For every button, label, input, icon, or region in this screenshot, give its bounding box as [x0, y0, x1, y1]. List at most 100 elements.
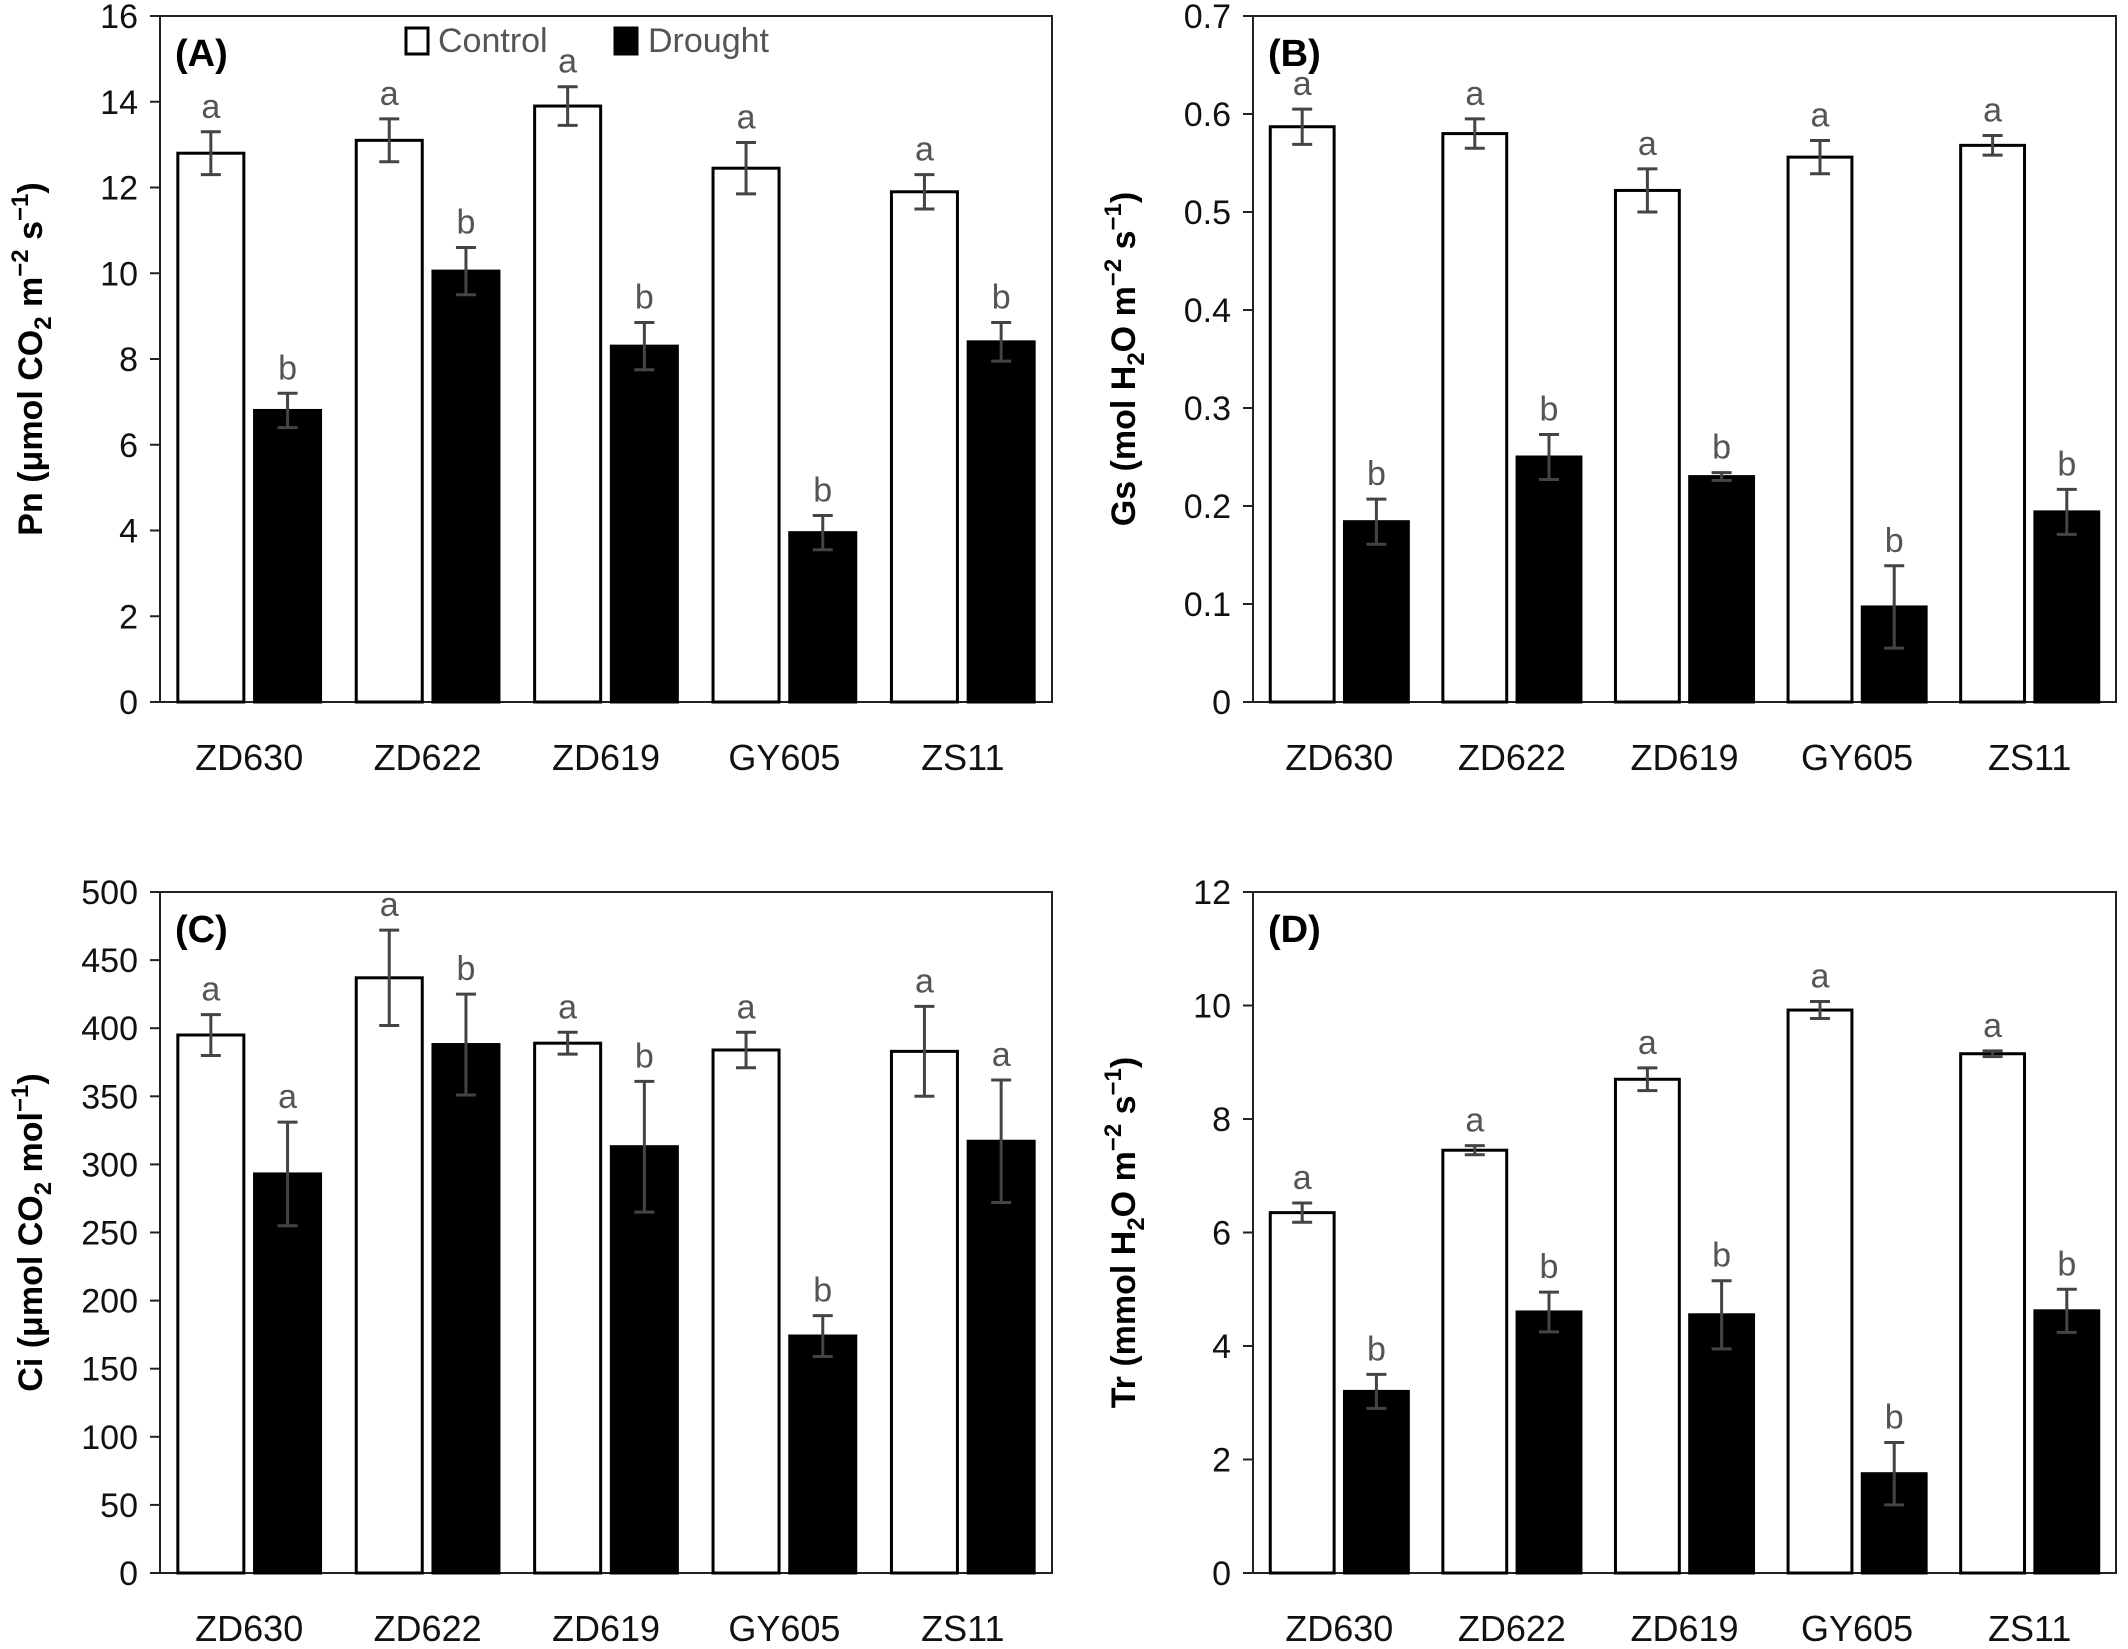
panel-letter: (C) — [175, 909, 228, 951]
y-tick-label: 50 — [100, 1487, 138, 1525]
bar-drought — [431, 269, 501, 704]
bar-control — [711, 1048, 781, 1575]
y-tick-label: 0 — [119, 1555, 138, 1593]
bar-control — [176, 1033, 246, 1575]
x-category-label: ZD622 — [374, 737, 482, 778]
bar-drought — [253, 408, 323, 704]
bar-control — [1441, 1148, 1509, 1575]
y-axis-label-part: 2 — [30, 316, 57, 329]
x-category-label: ZD622 — [1458, 737, 1566, 778]
legend-swatch-control — [404, 26, 430, 56]
bar-drought — [253, 1172, 323, 1575]
significance-letter: a — [737, 98, 756, 136]
significance-letter: b — [992, 279, 1011, 317]
bar-drought — [788, 531, 858, 704]
significance-letter: b — [813, 1272, 832, 1310]
legend-swatch-drought — [613, 26, 639, 56]
panel-letter: (A) — [175, 33, 228, 75]
x-category-label: ZD619 — [1630, 1608, 1738, 1649]
y-axis-label-part: −2 — [1100, 259, 1127, 286]
y-axis-label-part: O m — [1105, 286, 1143, 352]
bar-drought — [2033, 510, 2101, 704]
y-tick-label: 0.1 — [1184, 586, 1231, 624]
significance-letter: b — [1885, 522, 1904, 560]
significance-letter: a — [915, 962, 934, 1000]
y-tick-label: 0 — [1212, 684, 1231, 722]
bar-drought — [2033, 1309, 2101, 1575]
x-category-label: GY605 — [728, 1608, 840, 1649]
y-tick-label: 400 — [81, 1010, 138, 1048]
y-tick-label: 0 — [119, 684, 138, 722]
y-tick-label: 2 — [1212, 1442, 1231, 1480]
significance-letter: a — [278, 1078, 297, 1116]
bar-control — [1441, 132, 1509, 704]
y-tick-label: 6 — [1212, 1215, 1231, 1253]
y-axis-label: Tr (mmol H2O m−2 s−1) — [1100, 1057, 1150, 1409]
y-axis-label-part: Ci (μmol CO — [12, 1195, 50, 1391]
y-tick-label: 450 — [81, 942, 138, 980]
bar-control — [354, 976, 424, 1575]
y-tick-label: 0.5 — [1184, 194, 1231, 232]
panel-c: 0 50 100 150 200 250 300 350 400 450 500 Ci (μmol C… — [7, 874, 1053, 1649]
x-category-label: ZD630 — [195, 737, 303, 778]
significance-letter: a — [1293, 1159, 1312, 1197]
bar-drought — [1515, 1310, 1583, 1575]
legend-label-control: Control — [438, 22, 548, 60]
significance-letter: a — [1638, 1024, 1657, 1062]
y-axis-label-part: −1 — [1100, 1068, 1127, 1095]
significance-letter: a — [558, 988, 577, 1026]
bar-drought — [1342, 520, 1410, 704]
y-tick-label: 12 — [1193, 874, 1231, 912]
bar-control — [533, 104, 603, 704]
significance-letter: b — [456, 950, 475, 988]
significance-letter: a — [1465, 75, 1484, 113]
x-category-label: ZD630 — [195, 1608, 303, 1649]
x-category-label: ZD630 — [1285, 737, 1393, 778]
y-tick-label: 16 — [100, 0, 138, 36]
y-axis-label: Ci (μmol CO2 mol−1) — [7, 1073, 57, 1391]
significance-letter: a — [201, 88, 220, 126]
panel-b: 0 0.1 0.2 0.3 0.4 0.5 0.6 0.7 Gs (mol H2O m−2 s−… — [1100, 0, 2117, 778]
significance-letter: a — [380, 886, 399, 924]
significance-letter: a — [380, 75, 399, 113]
y-axis-label: Pn (μmol CO2 m−2 s−1) — [7, 182, 57, 535]
y-tick-label: 0.7 — [1184, 0, 1231, 36]
y-tick-label: 0.2 — [1184, 488, 1231, 526]
bar-control — [1959, 143, 2027, 704]
significance-letter: a — [992, 1036, 1011, 1074]
y-axis-label: Gs (mol H2O m−2 s−1) — [1100, 192, 1150, 527]
y-axis-label-part: 2 — [30, 1182, 57, 1195]
plot-frame — [1252, 15, 2117, 703]
significance-letter: b — [635, 279, 654, 317]
y-tick-label: 6 — [119, 427, 138, 465]
bar-drought — [966, 1139, 1036, 1575]
significance-letter: a — [737, 988, 756, 1026]
significance-letter: a — [915, 131, 934, 169]
x-category-label: ZD619 — [552, 737, 660, 778]
y-axis-label-part: −1 — [7, 1085, 34, 1112]
bar-control — [1786, 155, 1854, 704]
significance-letter: b — [2057, 445, 2076, 483]
y-axis-label-part: −1 — [1100, 203, 1127, 230]
bar-control — [1613, 1077, 1681, 1575]
x-category-label: ZS11 — [921, 737, 1004, 778]
y-tick-label: 100 — [81, 1419, 138, 1457]
significance-letter: b — [1367, 1330, 1386, 1368]
y-axis-label-part: Tr (mmol H — [1105, 1231, 1143, 1409]
y-axis-label-part: ) — [12, 1073, 50, 1084]
y-axis-label-part: s — [12, 221, 50, 249]
y-axis-label-part: ) — [1105, 1057, 1143, 1068]
bar-drought — [1688, 1313, 1756, 1575]
bar-control — [711, 166, 781, 704]
y-axis-label-part: O m — [1105, 1151, 1143, 1217]
y-tick-label: 150 — [81, 1351, 138, 1389]
y-tick-label: 500 — [81, 874, 138, 912]
y-tick-label: 2 — [119, 598, 138, 636]
significance-letter: b — [456, 204, 475, 242]
bar-drought — [431, 1043, 501, 1575]
significance-letter: b — [278, 349, 297, 387]
legend: Control Drought — [404, 22, 770, 60]
significance-letter: a — [1293, 65, 1312, 103]
